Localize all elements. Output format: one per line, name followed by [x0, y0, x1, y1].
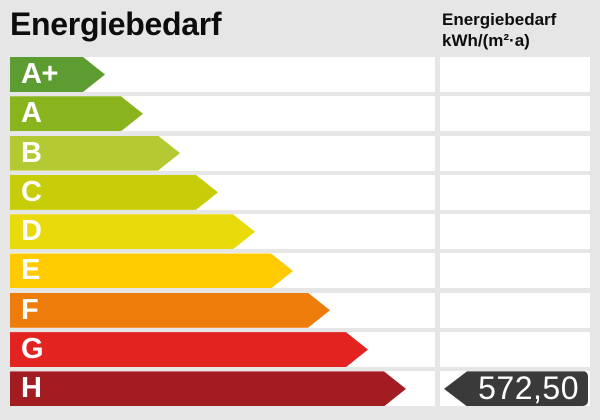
- rating-row: B: [10, 135, 590, 171]
- value-cell: [440, 135, 590, 171]
- rating-row: A+: [10, 57, 590, 92]
- rating-row: E: [10, 253, 590, 289]
- rating-row: D: [10, 214, 590, 250]
- rating-bar-arrow: B: [10, 136, 180, 171]
- value-cell: [440, 332, 590, 368]
- unit-header-line2: kWh/(m²·a): [442, 31, 530, 50]
- rating-row: F: [10, 292, 590, 328]
- rating-strip: G: [10, 332, 435, 368]
- rating-bar-arrow: H: [10, 371, 406, 406]
- rating-letter: F: [21, 293, 39, 326]
- value-cell: [440, 253, 590, 289]
- value-indicator-arrow: 572,50: [444, 370, 588, 407]
- rating-letter: D: [21, 215, 42, 248]
- rating-letter: H: [21, 372, 42, 405]
- rating-bar-arrow: D: [10, 214, 255, 249]
- rating-strip: B: [10, 135, 435, 171]
- unit-header: Energiebedarf kWh/(m²·a): [442, 9, 556, 51]
- rating-row: H 572,50: [10, 370, 590, 407]
- value-text: 572,50: [478, 370, 579, 407]
- rating-bar-arrow: E: [10, 253, 293, 288]
- rating-strip: H: [10, 371, 435, 407]
- rating-bar-arrow: G: [10, 332, 368, 367]
- rating-bar-arrow: C: [10, 175, 218, 210]
- value-cell: [440, 57, 590, 92]
- value-cell: 572,50: [440, 370, 590, 407]
- rating-bar-arrow: F: [10, 293, 330, 328]
- rating-row: G: [10, 332, 590, 368]
- value-cell: [440, 214, 590, 250]
- unit-header-line1: Energiebedarf: [442, 10, 557, 29]
- rating-strip: A+: [10, 57, 435, 92]
- rating-letter: G: [21, 333, 44, 366]
- rating-row: C: [10, 174, 590, 210]
- rating-bar-arrow: A+: [10, 57, 105, 92]
- rating-scale: A+ A B C: [10, 57, 590, 411]
- rating-letter: C: [21, 175, 42, 208]
- rating-bar-arrow: A: [10, 96, 143, 131]
- rating-letter: A+: [21, 58, 58, 90]
- rating-strip: C: [10, 174, 435, 210]
- rating-letter: A: [21, 97, 42, 130]
- page-title: Energiebedarf: [10, 6, 222, 42]
- value-cell: [440, 174, 590, 210]
- value-cell: [440, 292, 590, 328]
- rating-row: A: [10, 96, 590, 132]
- rating-strip: A: [10, 96, 435, 132]
- rating-letter: E: [21, 254, 40, 287]
- rating-letter: B: [21, 136, 42, 169]
- value-cell: [440, 96, 590, 132]
- rating-strip: E: [10, 253, 435, 289]
- rating-strip: D: [10, 214, 435, 250]
- rating-strip: F: [10, 292, 435, 328]
